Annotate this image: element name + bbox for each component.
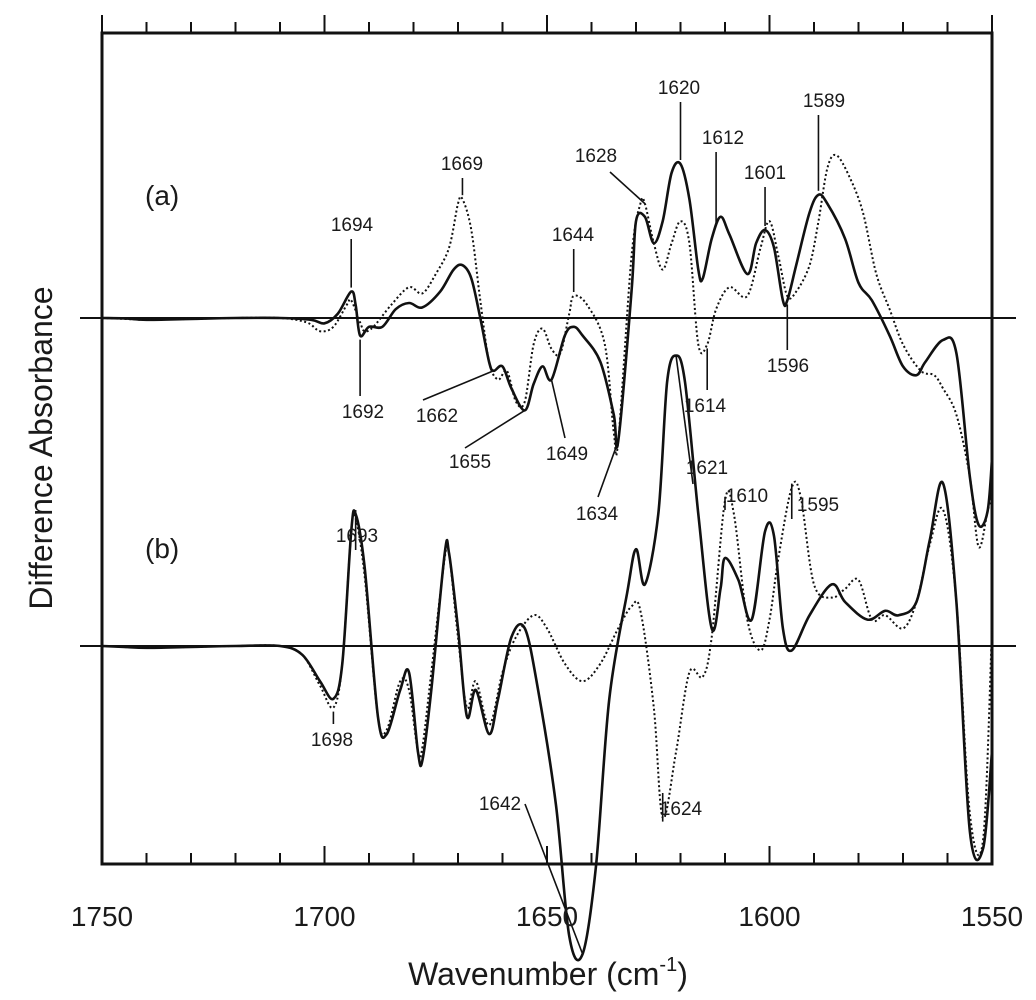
annotation-label-a-1601: 1601 xyxy=(744,163,786,184)
y-axis-title: Difference Absorbance xyxy=(23,286,59,609)
annotation-label-b-1642: 1642 xyxy=(479,794,521,815)
annotation-label-a-1655: 1655 xyxy=(449,452,491,473)
annotation-label-a-1612: 1612 xyxy=(702,128,744,149)
annotation-leader-a-1628 xyxy=(609,171,646,205)
annotation-label-b-1698: 1698 xyxy=(311,730,353,751)
series-a-solid xyxy=(101,160,994,529)
annotation-label-a-1644: 1644 xyxy=(552,225,595,246)
annotation-label-b-1693: 1693 xyxy=(336,526,378,547)
x-axis-title-sup: -1 xyxy=(659,954,677,976)
annotation-label-a-1614: 1614 xyxy=(684,396,727,417)
series-b-dotted xyxy=(101,480,993,857)
annotation-leader-b-1621 xyxy=(675,355,694,485)
x-axis-title-close: ) xyxy=(677,956,688,992)
series-a-dotted xyxy=(101,153,993,549)
annotation-label-b-1621: 1621 xyxy=(686,458,728,479)
annotation-label-a-1596: 1596 xyxy=(767,356,809,377)
x-axis-title-main: Wavenumber (cm xyxy=(408,956,659,992)
x-tick-label-1700: 1700 xyxy=(293,901,355,932)
x-tick-labels: 1750 1700 1650 1600 1550 xyxy=(71,901,1023,932)
panel-label-b: (b) xyxy=(145,533,179,564)
baselines xyxy=(80,317,1016,647)
annotation-label-a-1628: 1628 xyxy=(575,146,617,167)
annotation-label-b-1610: 1610 xyxy=(726,486,768,507)
annotation-label-b-1595: 1595 xyxy=(797,495,839,516)
annotation-leader-b-1642 xyxy=(524,803,584,955)
annotation-label-a-1662: 1662 xyxy=(416,406,458,427)
annotation-leader-a-1634 xyxy=(597,440,619,498)
axis-ticks xyxy=(101,15,993,864)
peak-annotations: 1694 1692 1669 1662 1655 1649 1644 1634 1628 1620… xyxy=(311,78,845,955)
annotation-label-a-1669: 1669 xyxy=(441,154,483,175)
x-tick-label-1650: 1650 xyxy=(516,901,578,932)
annotation-label-b-1624: 1624 xyxy=(660,799,703,820)
annotation-leader-a-1649 xyxy=(550,379,566,439)
annotation-label-a-1620: 1620 xyxy=(658,78,700,99)
annotation-leader-a-1655 xyxy=(464,409,526,449)
x-tick-label-1550: 1550 xyxy=(961,901,1023,932)
annotation-leader-a-1662 xyxy=(422,370,494,401)
series-b-solid xyxy=(101,354,994,962)
x-tick-label-1750: 1750 xyxy=(71,901,133,932)
annotation-label-a-1634: 1634 xyxy=(576,504,619,525)
panel-label-a: (a) xyxy=(145,180,179,211)
annotation-label-a-1589: 1589 xyxy=(803,91,845,112)
annotation-label-a-1692: 1692 xyxy=(342,402,384,423)
x-tick-label-1600: 1600 xyxy=(738,901,800,932)
annotation-label-a-1694: 1694 xyxy=(331,215,374,236)
x-axis-title: Wavenumber (cm-1) xyxy=(408,954,688,992)
annotation-label-a-1649: 1649 xyxy=(546,444,588,465)
spectra xyxy=(101,153,994,962)
